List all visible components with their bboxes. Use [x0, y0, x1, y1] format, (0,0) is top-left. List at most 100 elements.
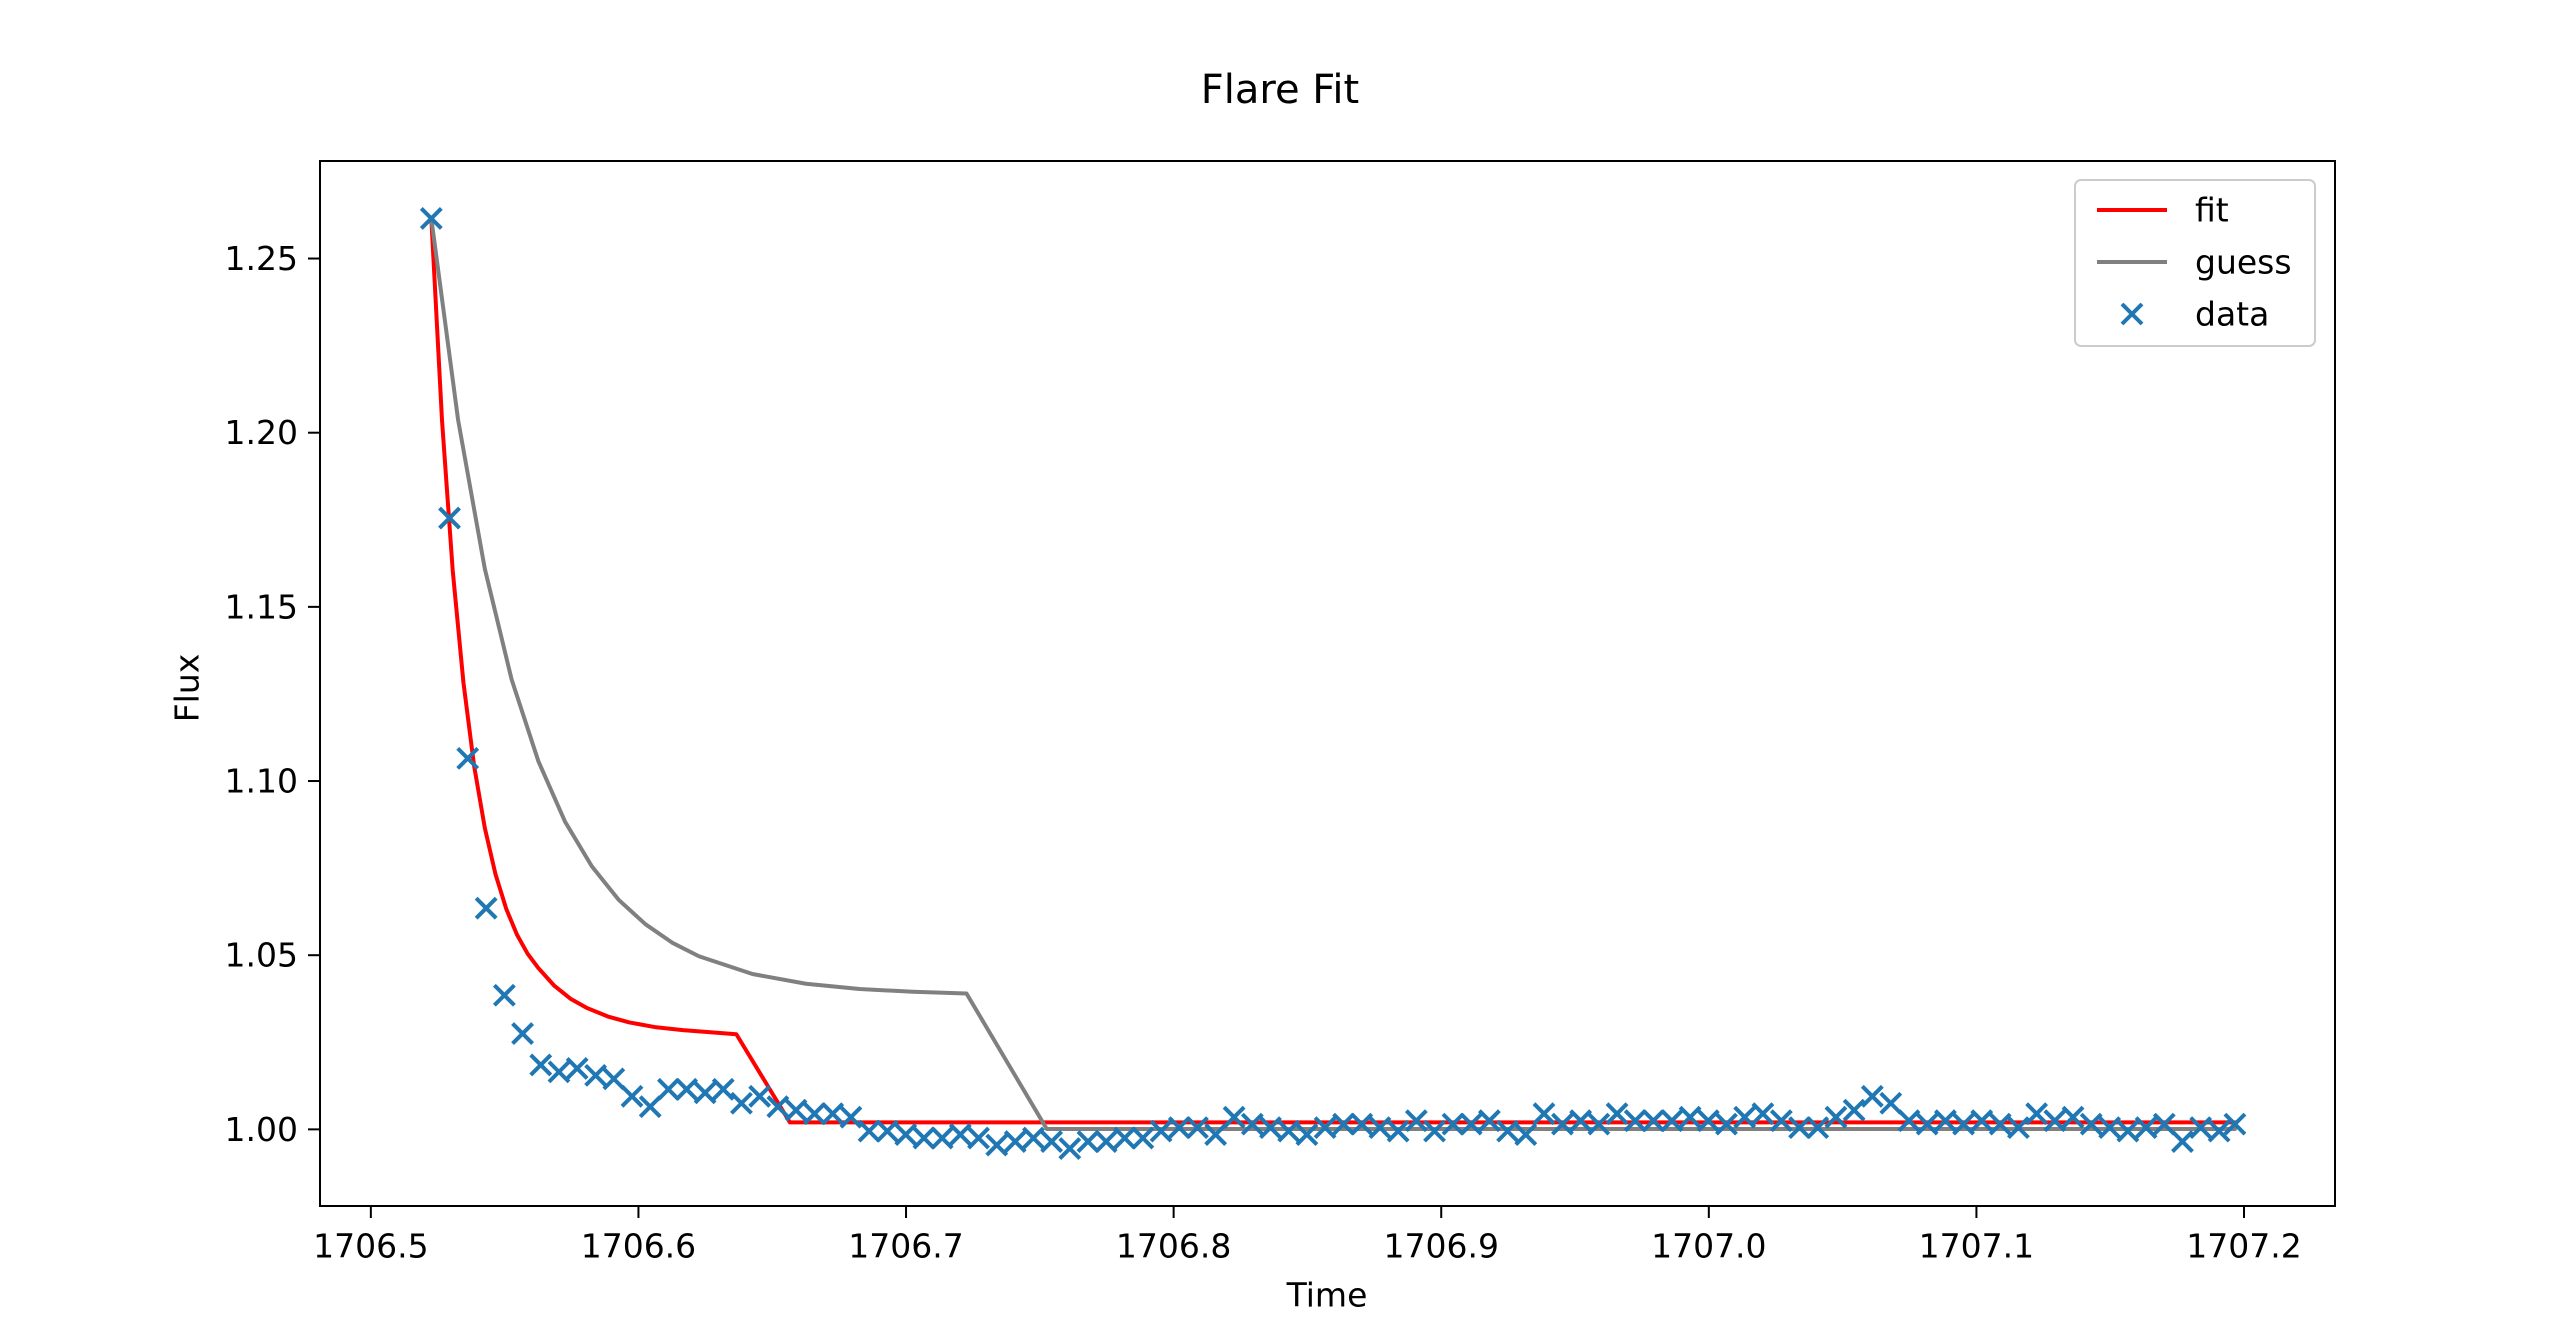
series-layer: [419, 207, 2247, 1160]
x-tick-label: 1707.0: [1651, 1227, 1766, 1266]
data-point: [1587, 1112, 1611, 1136]
data-point: [620, 1084, 644, 1108]
x-tick-label: 1706.5: [313, 1227, 428, 1266]
x-tick-label: 1706.9: [1383, 1227, 1498, 1266]
data-point: [1149, 1119, 1173, 1143]
data-point: [2189, 1116, 2213, 1140]
data-point: [1988, 1112, 2012, 1136]
data-point: [1404, 1109, 1428, 1133]
data-point: [2152, 1112, 2176, 1136]
data-point: [456, 746, 480, 770]
data-point: [1477, 1109, 1501, 1133]
legend: fit guess data: [2074, 179, 2316, 347]
data-point: [1240, 1112, 1264, 1136]
data-point: [1605, 1102, 1629, 1126]
y-tick-label: 1.05: [225, 936, 298, 975]
y-tick-label: 1.20: [225, 413, 298, 452]
data-point: [1769, 1109, 1793, 1133]
data-point: [419, 207, 443, 230]
data-point: [1167, 1116, 1191, 1140]
data-point: [1295, 1123, 1319, 1147]
x-axis: 1706.5 1706.6 1706.7 1706.8 1706.9 1707.0 1707…: [313, 1206, 2302, 1266]
fit-line: [429, 216, 2237, 1125]
data-point: [2043, 1109, 2067, 1133]
data-point: [875, 1119, 899, 1143]
data-point: [492, 983, 516, 1007]
data-point: [438, 506, 461, 530]
data-point: [803, 1102, 826, 1126]
data-point: [1897, 1109, 1921, 1133]
data-point: [2007, 1116, 2030, 1140]
y-axis-label: Flux: [168, 654, 207, 723]
x-tick-label: 1706.6: [581, 1227, 696, 1266]
guess-line: [429, 216, 2237, 1132]
data-point: [602, 1067, 626, 1091]
data-point: [2171, 1130, 2194, 1153]
data-point: [675, 1077, 699, 1101]
data-point: [2207, 1119, 2231, 1143]
data-point: [1879, 1091, 1903, 1115]
data-point: [2223, 1112, 2247, 1136]
data-point: [912, 1126, 936, 1150]
data-point: [1915, 1112, 1939, 1136]
data-point: [656, 1077, 680, 1101]
data-point: [1642, 1109, 1665, 1133]
data-point: [1623, 1109, 1647, 1133]
data-point: [1094, 1130, 1118, 1153]
data-point: [2116, 1119, 2140, 1143]
x-tick-label: 1706.7: [848, 1227, 963, 1266]
data-point: [1842, 1098, 1866, 1122]
data-point: [1860, 1084, 1884, 1108]
y-tick-label: 1.00: [225, 1110, 298, 1149]
data-point: [547, 1060, 571, 1084]
data-point: [1332, 1112, 1355, 1136]
data-point: [693, 1081, 717, 1105]
data-point: [529, 1053, 553, 1077]
data-point: [1058, 1137, 1082, 1160]
data-point: [1076, 1130, 1100, 1153]
data-point: [784, 1098, 808, 1122]
data-point: [1204, 1123, 1228, 1147]
legend-fit-label: fit: [2195, 191, 2229, 230]
data-point: [1222, 1105, 1246, 1129]
data-point: [1186, 1116, 1209, 1140]
data-point: [766, 1095, 790, 1119]
data-point: [985, 1133, 1009, 1157]
data-point: [1970, 1109, 1994, 1133]
data-point: [1313, 1116, 1337, 1140]
data-point: [1806, 1116, 1830, 1140]
y-tick-label: 1.25: [225, 239, 298, 278]
data-point: [1003, 1130, 1027, 1153]
legend-data-swatch: [2120, 302, 2144, 326]
data-point: [1259, 1116, 1282, 1140]
data-point: [1113, 1126, 1137, 1150]
data-point: [839, 1105, 863, 1129]
legend-box: [2074, 179, 2316, 347]
data-point: [1441, 1112, 1465, 1136]
data-point: [1423, 1119, 1446, 1143]
data-point: [1751, 1102, 1775, 1126]
data-point: [894, 1123, 918, 1147]
y-axis: 1.00 1.05 1.10 1.15 1.20 1.25: [225, 239, 320, 1149]
x-tick-label: 1706.8: [1116, 1227, 1231, 1266]
legend-data-label: data: [2195, 295, 2269, 334]
y-tick-label: 1.15: [225, 587, 298, 626]
y-tick-label: 1.10: [225, 762, 298, 801]
data-point: [1824, 1105, 1848, 1129]
data-point: [1660, 1109, 1684, 1133]
x-tick-label: 1707.2: [2186, 1227, 2301, 1266]
data-point: [1368, 1116, 1392, 1140]
data-point: [2061, 1105, 2085, 1129]
data-point: [1569, 1109, 1593, 1133]
data-point: [1514, 1123, 1538, 1147]
data-point: [948, 1123, 972, 1147]
legend-guess-label: guess: [2195, 243, 2292, 282]
data-point: [711, 1077, 735, 1101]
data-point: [2079, 1112, 2103, 1136]
data-point: [821, 1102, 845, 1126]
data-point: [1532, 1102, 1556, 1126]
data-point: [857, 1119, 881, 1143]
data-point: [1733, 1105, 1757, 1129]
data-point: [1040, 1130, 1064, 1153]
